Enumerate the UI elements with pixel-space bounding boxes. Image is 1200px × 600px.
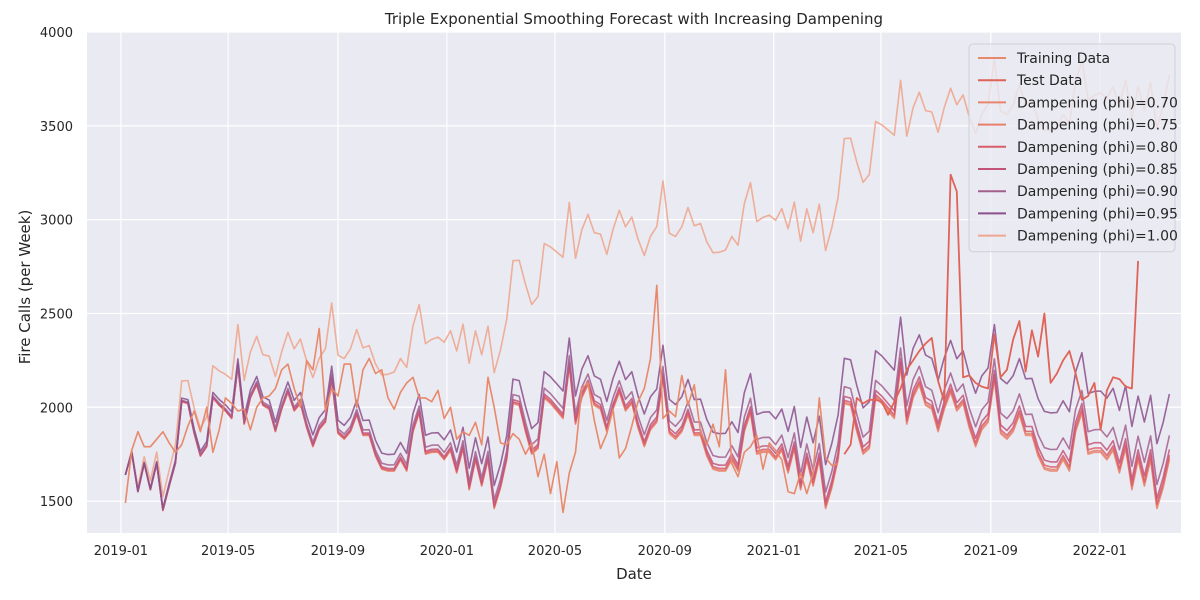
legend: Training Data Test Data Dampening (phi)=0.… [968, 43, 1178, 253]
y-tick-label: 2000 [40, 401, 73, 416]
chart-title: Triple Exponential Smoothing Forecast wi… [384, 10, 883, 28]
forecast-line-5 [124, 347, 1171, 511]
x-tick-label: 2022-01 [1073, 544, 1127, 559]
x-tick-label: 2020-01 [420, 544, 474, 559]
legend-label: Training Data [1016, 51, 1110, 67]
y-tick-label: 1500 [40, 495, 73, 510]
legend-label: Dampening (phi)=0.85 [1017, 162, 1178, 178]
x-tick-label: 2021-01 [747, 544, 801, 559]
legend-label: Dampening (phi)=0.70 [1017, 95, 1178, 111]
x-axis-ticks: 2019-01 2019-05 2019-09 2020-01 2020-05 2020-… [94, 544, 1127, 559]
x-tick-label: 2020-09 [638, 544, 692, 559]
x-tick-label: 2019-01 [94, 544, 148, 559]
x-tick-label: 2019-05 [201, 544, 255, 559]
y-tick-label: 2500 [40, 307, 73, 322]
y-axis-ticks: 1500 2000 2500 3000 3500 4000 [40, 26, 73, 510]
legend-label: Test Data [1016, 73, 1082, 89]
y-tick-label: 3500 [40, 120, 73, 135]
legend-label: Dampening (phi)=0.75 [1017, 118, 1178, 134]
y-tick-label: 3000 [40, 214, 73, 229]
x-tick-label: 2021-09 [964, 544, 1018, 559]
legend-label: Dampening (phi)=0.95 [1017, 206, 1178, 222]
x-tick-label: 2019-09 [311, 544, 365, 559]
x-axis-label: Date [616, 565, 652, 583]
forecast-line-6 [124, 316, 1171, 509]
legend-label: Dampening (phi)=0.80 [1017, 140, 1178, 156]
series-layer [124, 58, 1171, 514]
training-data-line [124, 284, 839, 514]
y-tick-label: 4000 [40, 26, 73, 41]
x-tick-label: 2020-05 [528, 544, 582, 559]
legend-label: Dampening (phi)=0.90 [1017, 184, 1178, 200]
legend-label: Dampening (phi)=1.00 [1017, 229, 1178, 245]
x-tick-label: 2021-05 [854, 544, 908, 559]
y-axis-label: Fire Calls (per Week) [16, 210, 34, 365]
legend-box [968, 43, 1176, 253]
test-data-line [843, 173, 1139, 455]
